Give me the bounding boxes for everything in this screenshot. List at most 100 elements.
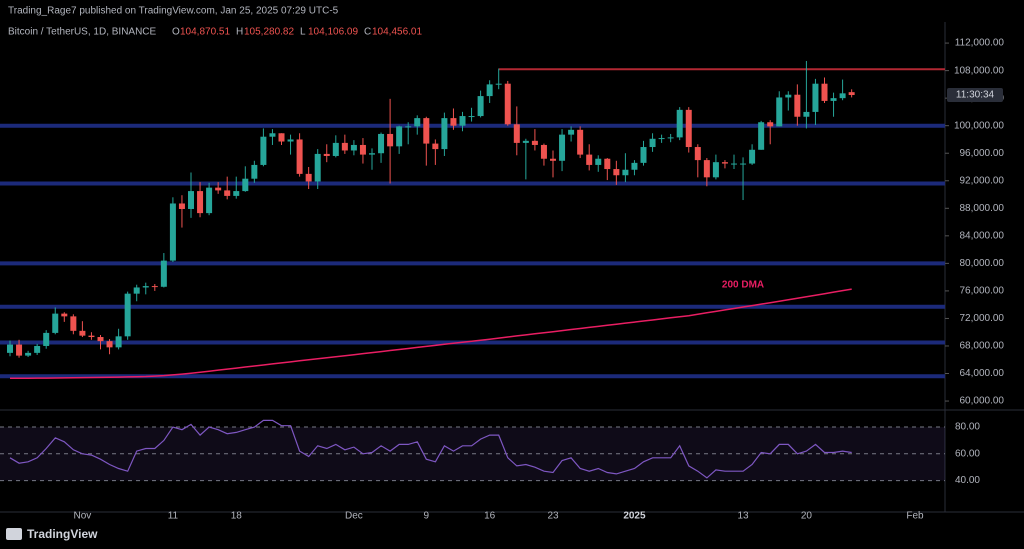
candle-body [667, 137, 674, 139]
candle-body [595, 158, 602, 165]
candle-body [703, 160, 710, 178]
candle-body [287, 139, 294, 142]
candle-body [486, 84, 493, 97]
candle-body [803, 111, 810, 117]
candle-body [151, 286, 158, 288]
candle-body [785, 94, 792, 98]
candle-body [188, 191, 194, 209]
candle-body [721, 162, 728, 164]
candle-body [115, 336, 122, 348]
legend-key: L [300, 27, 306, 38]
candle-body [369, 153, 375, 155]
candle-body [378, 133, 385, 154]
candle-body [812, 83, 819, 112]
candle-body [79, 330, 86, 336]
candle-body [468, 116, 475, 118]
candle-body [350, 144, 357, 151]
candle-body [323, 153, 330, 156]
price-tick-label: 80,000.00 [960, 258, 1005, 269]
logo-icon [6, 528, 22, 540]
candle-body [61, 313, 68, 317]
candle-body [758, 122, 765, 150]
price-tick-label: 64,000.00 [960, 368, 1005, 379]
candle-body [441, 118, 448, 150]
candle-body [776, 97, 783, 127]
candle-body [522, 140, 529, 143]
x-tick-label: 2025 [623, 511, 646, 522]
candle-body [332, 142, 339, 156]
candle-body [305, 173, 312, 182]
price-tick-label: 100,000.00 [954, 120, 1004, 131]
candle-body [450, 118, 457, 126]
candle-body [206, 187, 213, 214]
x-tick-label: 9 [424, 511, 430, 522]
candle-body [821, 83, 828, 101]
candle-body [731, 163, 737, 165]
candle-body [676, 109, 683, 138]
candle-body [25, 352, 32, 356]
candle-body [613, 169, 620, 176]
candle-body [405, 126, 412, 128]
candle-body [396, 126, 403, 147]
candle-body [830, 98, 837, 101]
countdown-tag [947, 88, 1003, 103]
x-tick-label: 23 [547, 511, 559, 522]
brand: TradingView [27, 527, 98, 541]
candle-body [251, 164, 258, 179]
price-tick-label: 88,000.00 [960, 203, 1005, 214]
candle-body [685, 109, 692, 148]
price-tick-label: 60,000.00 [960, 396, 1005, 407]
candle-body [550, 158, 556, 161]
rsi-line [9, 419, 852, 479]
candle-body [215, 187, 222, 191]
countdown: 11:30:34 [956, 90, 995, 101]
candle-body [70, 316, 77, 331]
candle-body [178, 203, 185, 209]
candle-body [52, 313, 59, 333]
candle-body [269, 133, 276, 137]
x-tick-label: 13 [737, 511, 749, 522]
legend-value: 104,456.01 [372, 27, 422, 38]
candle-body [34, 345, 41, 353]
legend-key: H [236, 27, 243, 38]
candle-body [16, 344, 23, 356]
candle-body [260, 136, 267, 165]
legend-key: O [172, 27, 180, 38]
x-tick-label: Dec [345, 511, 363, 522]
candle-body [43, 332, 50, 346]
candle-body [296, 139, 303, 174]
dma-label: 200 DMA [722, 280, 764, 291]
price-tick-label: 76,000.00 [960, 286, 1005, 297]
price-tick-label: 92,000.00 [960, 175, 1005, 186]
candle-body [712, 162, 719, 178]
candle-body [658, 138, 665, 140]
candle-body [7, 344, 13, 353]
candle-body [649, 138, 656, 148]
candle-body [133, 287, 140, 294]
candle-body [513, 124, 520, 143]
candle-body [577, 129, 584, 155]
candle-body [224, 190, 231, 196]
candle-body [767, 122, 774, 127]
dma-line [10, 288, 852, 380]
candle-body [387, 133, 394, 147]
candle-body [848, 92, 855, 96]
publisher: Trading_Rage7 published on TradingView.c… [8, 6, 339, 17]
candle-body [459, 116, 466, 126]
candle-body [477, 96, 484, 117]
price-tick-label: 84,000.00 [960, 230, 1005, 241]
price-tick-label: 68,000.00 [960, 341, 1005, 352]
candle-body [197, 191, 204, 214]
x-tick-label: 11 [168, 511, 179, 522]
candle-body [414, 118, 421, 127]
candle-body [839, 93, 846, 99]
legend-key: C [364, 27, 371, 38]
candle-body [794, 94, 801, 117]
candle-body [604, 158, 611, 170]
candle-body [740, 163, 747, 165]
candle-body [568, 129, 575, 135]
candle-body [631, 162, 638, 170]
candle-body [622, 169, 629, 176]
